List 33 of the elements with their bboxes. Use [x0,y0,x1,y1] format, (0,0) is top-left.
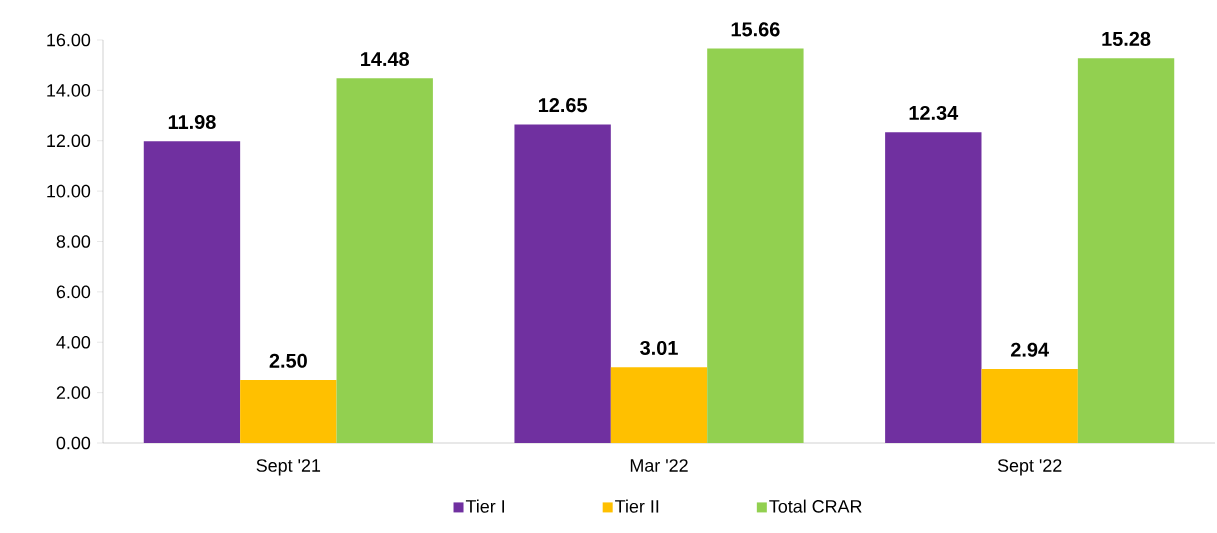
legend-label: Tier II [615,499,659,513]
y-tick-label: 14.00 [47,84,91,97]
data-label: 14.48 [361,52,410,67]
y-tick-label: 4.00 [56,335,91,349]
bar [707,48,804,443]
data-label: 15.28 [1102,31,1151,46]
y-tick-label: 0.00 [56,436,91,450]
bar [1077,58,1175,443]
data-label: 15.66 [731,22,780,37]
data-label: 12.34 [909,105,959,120]
data-label: 2.50 [269,353,307,368]
bar [240,380,337,443]
bar [143,141,241,443]
bar [336,78,433,443]
bar [514,124,611,443]
y-tick-label: 16.00 [47,33,91,47]
x-tick-label: Sept '22 [997,459,1062,476]
legend-label: Tier I [465,499,505,513]
legend-label: Total CRAR [769,499,862,513]
data-label: 2.94 [1010,342,1049,357]
bar [610,367,708,443]
x-tick-label: Sept '21 [256,459,321,476]
bar [885,132,982,443]
y-tick-label: 12.00 [47,134,91,148]
y-tick-label: 8.00 [56,235,91,248]
bar [981,368,1078,443]
y-tick-label: 6.00 [56,285,91,299]
y-tick-label: 10.00 [47,184,91,198]
x-tick-label: Mar '22 [630,459,688,472]
data-label: 3.01 [640,340,678,355]
data-label: 12.65 [538,98,588,113]
y-tick-label: 2.00 [56,386,91,399]
data-label: 11.98 [168,114,216,130]
